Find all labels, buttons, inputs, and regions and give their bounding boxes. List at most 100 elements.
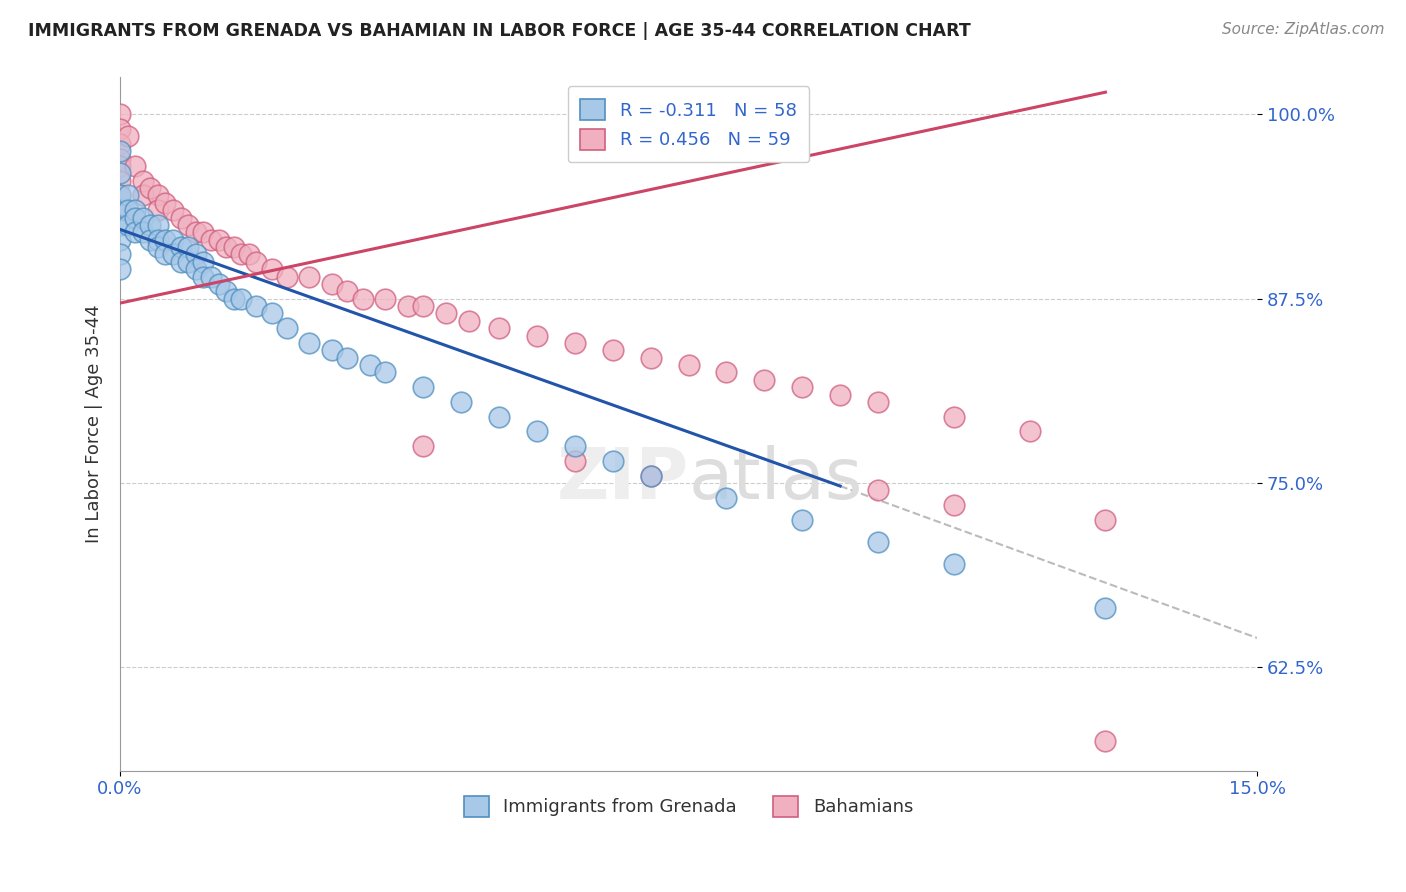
Point <box>124 211 146 225</box>
Point <box>640 351 662 365</box>
Point <box>184 247 207 261</box>
Point <box>602 343 624 358</box>
Point <box>117 203 139 218</box>
Point <box>231 292 253 306</box>
Point <box>434 306 457 320</box>
Point <box>131 225 153 239</box>
Point <box>374 292 396 306</box>
Point <box>169 240 191 254</box>
Point <box>1094 734 1116 748</box>
Point <box>245 255 267 269</box>
Point <box>139 233 162 247</box>
Point <box>412 299 434 313</box>
Point <box>155 247 177 261</box>
Point <box>169 211 191 225</box>
Point <box>207 277 229 291</box>
Point <box>155 233 177 247</box>
Point <box>526 425 548 439</box>
Point <box>124 203 146 218</box>
Point <box>792 513 814 527</box>
Point <box>184 225 207 239</box>
Point <box>124 159 146 173</box>
Point <box>108 188 131 202</box>
Point <box>108 262 131 277</box>
Point <box>215 285 238 299</box>
Point <box>108 144 131 158</box>
Point <box>298 335 321 350</box>
Point <box>488 409 510 424</box>
Point <box>162 247 184 261</box>
Point <box>276 269 298 284</box>
Point <box>193 255 215 269</box>
Point <box>108 107 131 121</box>
Point <box>866 535 889 549</box>
Point <box>131 174 153 188</box>
Point <box>108 152 131 166</box>
Point <box>412 439 434 453</box>
Point <box>177 240 200 254</box>
Point <box>450 395 472 409</box>
Point <box>108 159 131 173</box>
Y-axis label: In Labor Force | Age 35-44: In Labor Force | Age 35-44 <box>86 305 103 543</box>
Point <box>139 181 162 195</box>
Point <box>716 491 738 505</box>
Point <box>754 373 776 387</box>
Point <box>162 203 184 218</box>
Point <box>1018 425 1040 439</box>
Point <box>716 366 738 380</box>
Point <box>193 225 215 239</box>
Point <box>640 468 662 483</box>
Point <box>131 211 153 225</box>
Point <box>108 166 131 180</box>
Point <box>215 240 238 254</box>
Point <box>117 188 139 202</box>
Point <box>321 343 343 358</box>
Point <box>488 321 510 335</box>
Point <box>866 483 889 498</box>
Point <box>146 233 169 247</box>
Point <box>200 233 222 247</box>
Point <box>942 409 965 424</box>
Point <box>457 314 479 328</box>
Point <box>336 285 359 299</box>
Point <box>1094 601 1116 615</box>
Point <box>177 218 200 232</box>
Point <box>108 188 131 202</box>
Point <box>640 468 662 483</box>
Point <box>564 335 586 350</box>
Point <box>108 174 131 188</box>
Point <box>238 247 260 261</box>
Point <box>124 225 146 239</box>
Point <box>602 454 624 468</box>
Point <box>526 328 548 343</box>
Point <box>200 269 222 284</box>
Point <box>352 292 374 306</box>
Text: ZIP: ZIP <box>557 445 689 514</box>
Point <box>564 439 586 453</box>
Point <box>162 233 184 247</box>
Point <box>108 203 131 218</box>
Point <box>146 240 169 254</box>
Point <box>678 358 700 372</box>
Point <box>942 498 965 512</box>
Point <box>117 218 139 232</box>
Point <box>146 203 169 218</box>
Point <box>222 292 245 306</box>
Point <box>792 380 814 394</box>
Point <box>374 366 396 380</box>
Point <box>193 269 215 284</box>
Point <box>359 358 381 372</box>
Point <box>184 262 207 277</box>
Point <box>146 188 169 202</box>
Text: Source: ZipAtlas.com: Source: ZipAtlas.com <box>1222 22 1385 37</box>
Point <box>396 299 419 313</box>
Point <box>1094 513 1116 527</box>
Point <box>276 321 298 335</box>
Point <box>108 218 131 232</box>
Point <box>108 136 131 151</box>
Point <box>298 269 321 284</box>
Point <box>169 255 191 269</box>
Point <box>245 299 267 313</box>
Point <box>222 240 245 254</box>
Point <box>231 247 253 261</box>
